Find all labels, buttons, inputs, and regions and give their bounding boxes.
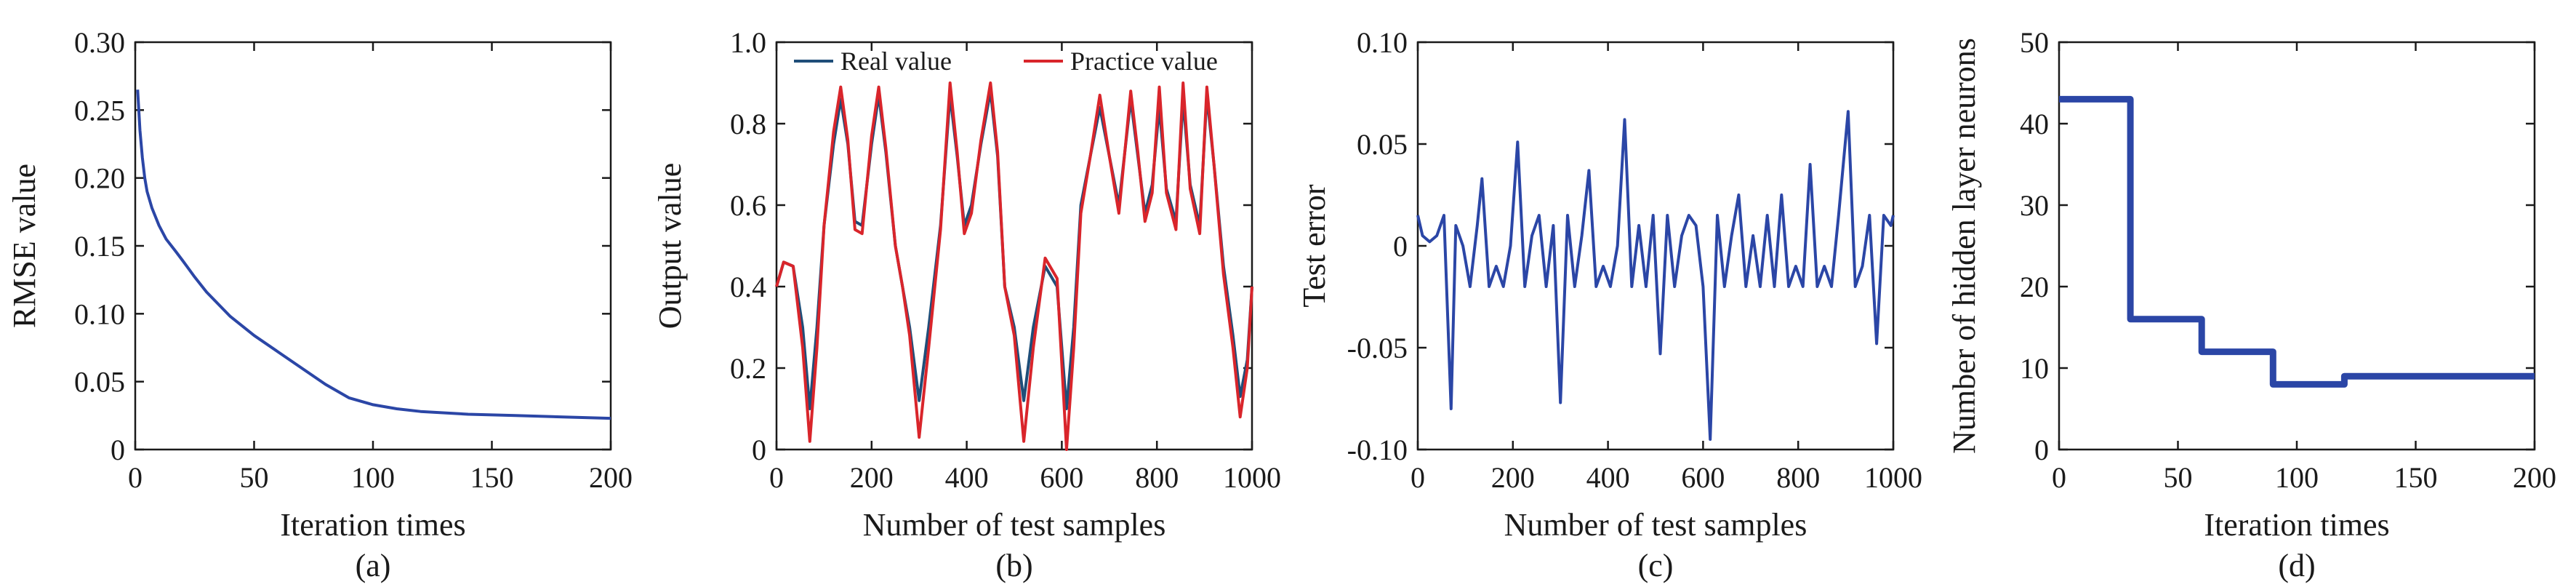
y-tick-label: -0.10 (1347, 434, 1408, 466)
x-tick-label: 0 (769, 461, 784, 494)
y-tick-label: 0 (2034, 434, 2049, 466)
y-axis-label: Output value (652, 163, 688, 330)
x-tick-label: 1000 (1223, 461, 1281, 494)
x-axis-label: Iteration times (2204, 507, 2389, 543)
y-tick-label: 1.0 (730, 26, 766, 59)
legend-label: Practice value (1070, 47, 1218, 76)
panel-label: (a) (356, 548, 391, 583)
y-tick-label: 30 (2020, 189, 2049, 222)
panel-label: (c) (1638, 548, 1674, 583)
x-tick-label: 0 (128, 461, 143, 494)
y-tick-label: 0.2 (730, 352, 766, 385)
x-tick-label: 50 (2164, 461, 2193, 494)
y-tick-label: -0.05 (1347, 332, 1408, 364)
x-tick-label: 200 (850, 461, 894, 494)
x-tick-label: 600 (1681, 461, 1725, 494)
panel-c: 0 200 400 600 800 1000 -0.10 -0.05 0 0.05 0.10 Numb… (1296, 26, 1922, 583)
plot-frame (134, 41, 612, 451)
x-axis-label: Number of test samples (1504, 507, 1807, 543)
x-axis-label: Number of test samples (863, 507, 1166, 543)
y-tick-label: 0 (111, 434, 125, 466)
x-tick-label: 0 (2052, 461, 2066, 494)
y-tick-label: 0.05 (74, 366, 125, 399)
y-tick-label: 0.8 (730, 108, 766, 140)
y-tick-label: 0.4 (730, 271, 766, 303)
y-tick-label: 0.25 (74, 94, 125, 127)
y-tick-label: 0.10 (74, 298, 125, 330)
x-tick-label: 400 (945, 461, 989, 494)
y-tick-label: 50 (2020, 26, 2049, 59)
x-tick-label: 800 (1135, 461, 1179, 494)
series-line-0 (1416, 110, 1895, 441)
y-tick-label: 40 (2020, 108, 2049, 140)
panel-label: (b) (995, 548, 1032, 583)
y-axis-label: RMSE value (7, 164, 42, 328)
y-axis-label: Number of hidden layer neurons (1946, 38, 1982, 454)
x-tick-label: 100 (2275, 461, 2319, 494)
y-tick-label: 0.05 (1357, 128, 1408, 161)
x-tick-label: 400 (1586, 461, 1630, 494)
panel-b: 0 200 400 600 800 1000 0 0.2 0.4 0.6 0.8 1.0 Number … (652, 26, 1281, 583)
panel-label: (d) (2278, 548, 2315, 583)
x-tick-label: 600 (1040, 461, 1083, 494)
legend-label: Real value (840, 47, 952, 76)
y-tick-label: 0 (1393, 230, 1408, 263)
x-tick-label: 100 (351, 461, 395, 494)
y-tick-label: 0 (752, 434, 766, 466)
x-tick-label: 150 (2394, 461, 2438, 494)
series-line-practice-value (775, 81, 1253, 451)
x-tick-label: 50 (240, 461, 269, 494)
x-tick-label: 150 (470, 461, 514, 494)
series-line-0 (2059, 95, 2535, 388)
y-tick-label: 20 (2020, 271, 2049, 303)
plot-frame (775, 41, 1253, 451)
y-tick-label: 0.6 (730, 189, 766, 222)
panel-a: 0 50 100 150 200 0 0.05 0.10 0.15 0.20 0.25 0.30 Ite… (7, 26, 633, 583)
y-tick-label: 0.10 (1357, 26, 1408, 59)
y-tick-label: 0.20 (74, 162, 125, 195)
y-tick-label: 0.30 (74, 26, 125, 59)
x-tick-label: 200 (589, 461, 633, 494)
x-tick-label: 200 (1491, 461, 1535, 494)
series-line-0 (136, 89, 611, 420)
y-tick-label: 0.15 (74, 230, 125, 263)
x-tick-label: 800 (1776, 461, 1820, 494)
y-tick-label: 10 (2020, 352, 2049, 385)
y-axis-label: Test error (1296, 184, 1332, 308)
x-tick-label: 1000 (1864, 461, 1922, 494)
x-tick-label: 200 (2513, 461, 2556, 494)
x-axis-label: Iteration times (280, 507, 465, 543)
panel-d: 0 50 100 150 200 0 10 20 30 40 50 Iteration times Nu… (1946, 26, 2556, 583)
x-tick-label: 0 (1411, 461, 1425, 494)
